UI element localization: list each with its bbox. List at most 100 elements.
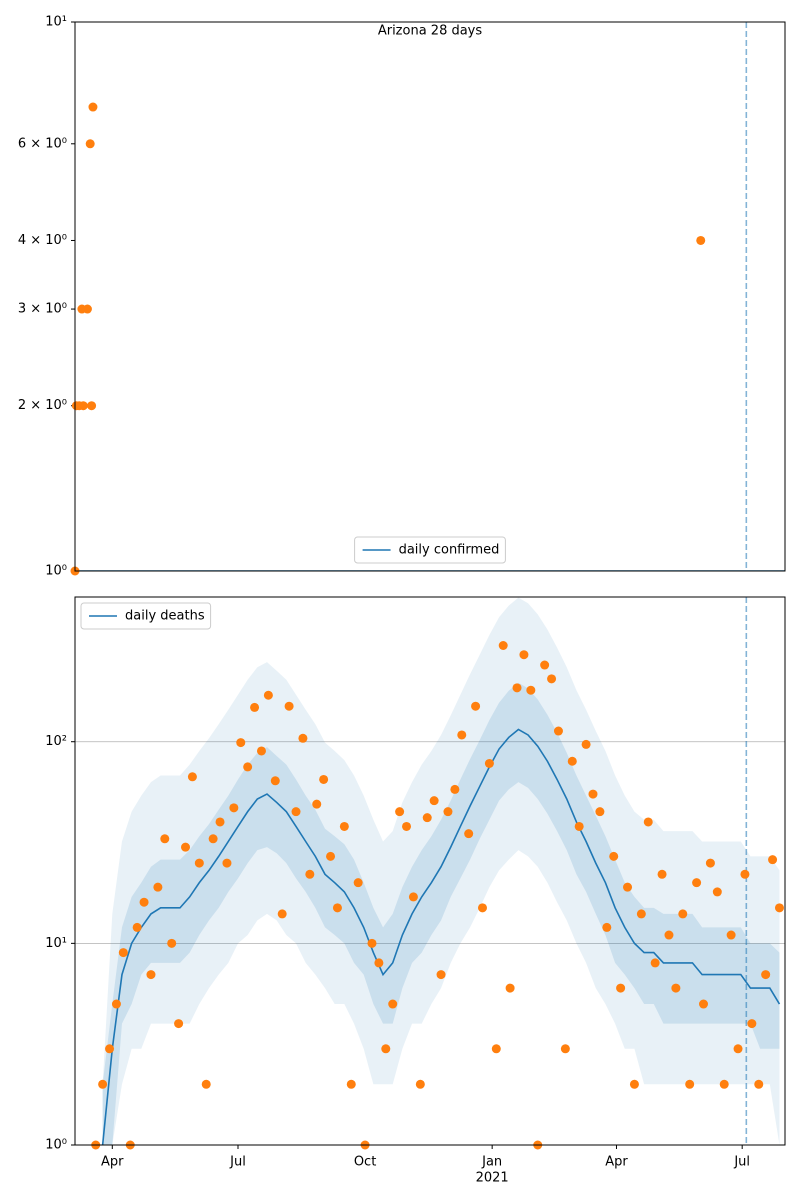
point <box>636 909 646 919</box>
x-tick-label: Jan <box>481 1155 502 1170</box>
point <box>312 799 322 809</box>
point <box>388 999 398 1009</box>
point <box>181 842 191 852</box>
point <box>277 909 287 919</box>
point <box>616 983 626 993</box>
point <box>250 702 260 712</box>
legend-label: daily confirmed <box>399 543 500 558</box>
point <box>574 821 584 831</box>
point <box>256 746 266 756</box>
point <box>187 772 197 782</box>
point <box>85 139 95 149</box>
point <box>719 1079 729 1089</box>
point <box>78 401 88 411</box>
point <box>671 983 681 993</box>
point <box>443 807 453 817</box>
point <box>208 834 218 844</box>
point <box>229 803 239 813</box>
point <box>588 789 598 799</box>
point <box>160 834 170 844</box>
point <box>629 1079 639 1089</box>
point <box>353 878 363 888</box>
line <box>101 728 781 1145</box>
point <box>402 821 412 831</box>
point <box>692 878 702 888</box>
point <box>87 401 97 411</box>
point <box>595 807 605 817</box>
point <box>547 674 557 684</box>
point <box>740 869 750 879</box>
y-tick-label: 10⁰ <box>45 1138 67 1153</box>
point <box>395 807 405 817</box>
x-tick-label: Jul <box>229 1155 246 1170</box>
point <box>553 726 563 736</box>
point <box>602 922 612 932</box>
point <box>332 903 342 913</box>
point <box>298 733 308 743</box>
point <box>82 304 92 314</box>
point <box>477 903 487 913</box>
point <box>270 776 280 786</box>
point <box>146 970 156 980</box>
point <box>650 958 660 968</box>
legend: daily deaths <box>80 602 212 630</box>
point <box>457 730 467 740</box>
point <box>450 784 460 794</box>
point <box>422 813 432 823</box>
point <box>754 1079 764 1089</box>
point <box>118 948 128 958</box>
point <box>498 641 508 651</box>
point <box>88 102 98 112</box>
point <box>201 1079 211 1089</box>
point <box>346 1079 356 1089</box>
point <box>664 930 674 940</box>
x-tick-label: Jul <box>733 1155 750 1170</box>
y-tick-label: 6 × 10⁰ <box>18 136 67 151</box>
point <box>105 1044 115 1054</box>
y-tick-label: 10⁰ <box>45 564 67 579</box>
point <box>243 762 253 772</box>
point <box>484 758 494 768</box>
x-tick-label: Apr <box>101 1155 124 1170</box>
point <box>761 970 771 980</box>
band <box>102 597 780 1145</box>
point <box>512 683 522 693</box>
point <box>236 738 246 748</box>
point <box>291 807 301 817</box>
point <box>139 897 149 907</box>
point <box>657 869 667 879</box>
y-tick-label: 10¹ <box>45 15 67 30</box>
legend-box <box>354 536 506 564</box>
point <box>540 660 550 670</box>
x-tick-sublabel: 2021 <box>476 1171 509 1186</box>
point <box>705 858 715 868</box>
point <box>408 892 418 902</box>
point <box>643 817 653 827</box>
point <box>609 851 619 861</box>
point <box>699 999 709 1009</box>
point <box>471 701 481 711</box>
point <box>167 938 177 948</box>
point <box>174 1019 184 1029</box>
point <box>560 1044 570 1054</box>
point <box>526 685 536 695</box>
x-tick-label: Oct <box>354 1155 376 1170</box>
y-tick-label: 2 × 10⁰ <box>18 398 67 413</box>
point <box>367 938 377 948</box>
point <box>319 774 329 784</box>
point <box>712 887 722 897</box>
point <box>747 1019 757 1029</box>
y-tick-label: 10² <box>45 734 67 749</box>
point <box>726 930 736 940</box>
point <box>374 958 384 968</box>
x-tick-label: Apr <box>605 1155 628 1170</box>
point <box>696 235 706 245</box>
point <box>491 1044 501 1054</box>
point <box>222 858 232 868</box>
point <box>581 739 591 749</box>
point <box>381 1044 391 1054</box>
point <box>263 690 273 700</box>
point <box>415 1079 425 1089</box>
point <box>685 1079 695 1089</box>
